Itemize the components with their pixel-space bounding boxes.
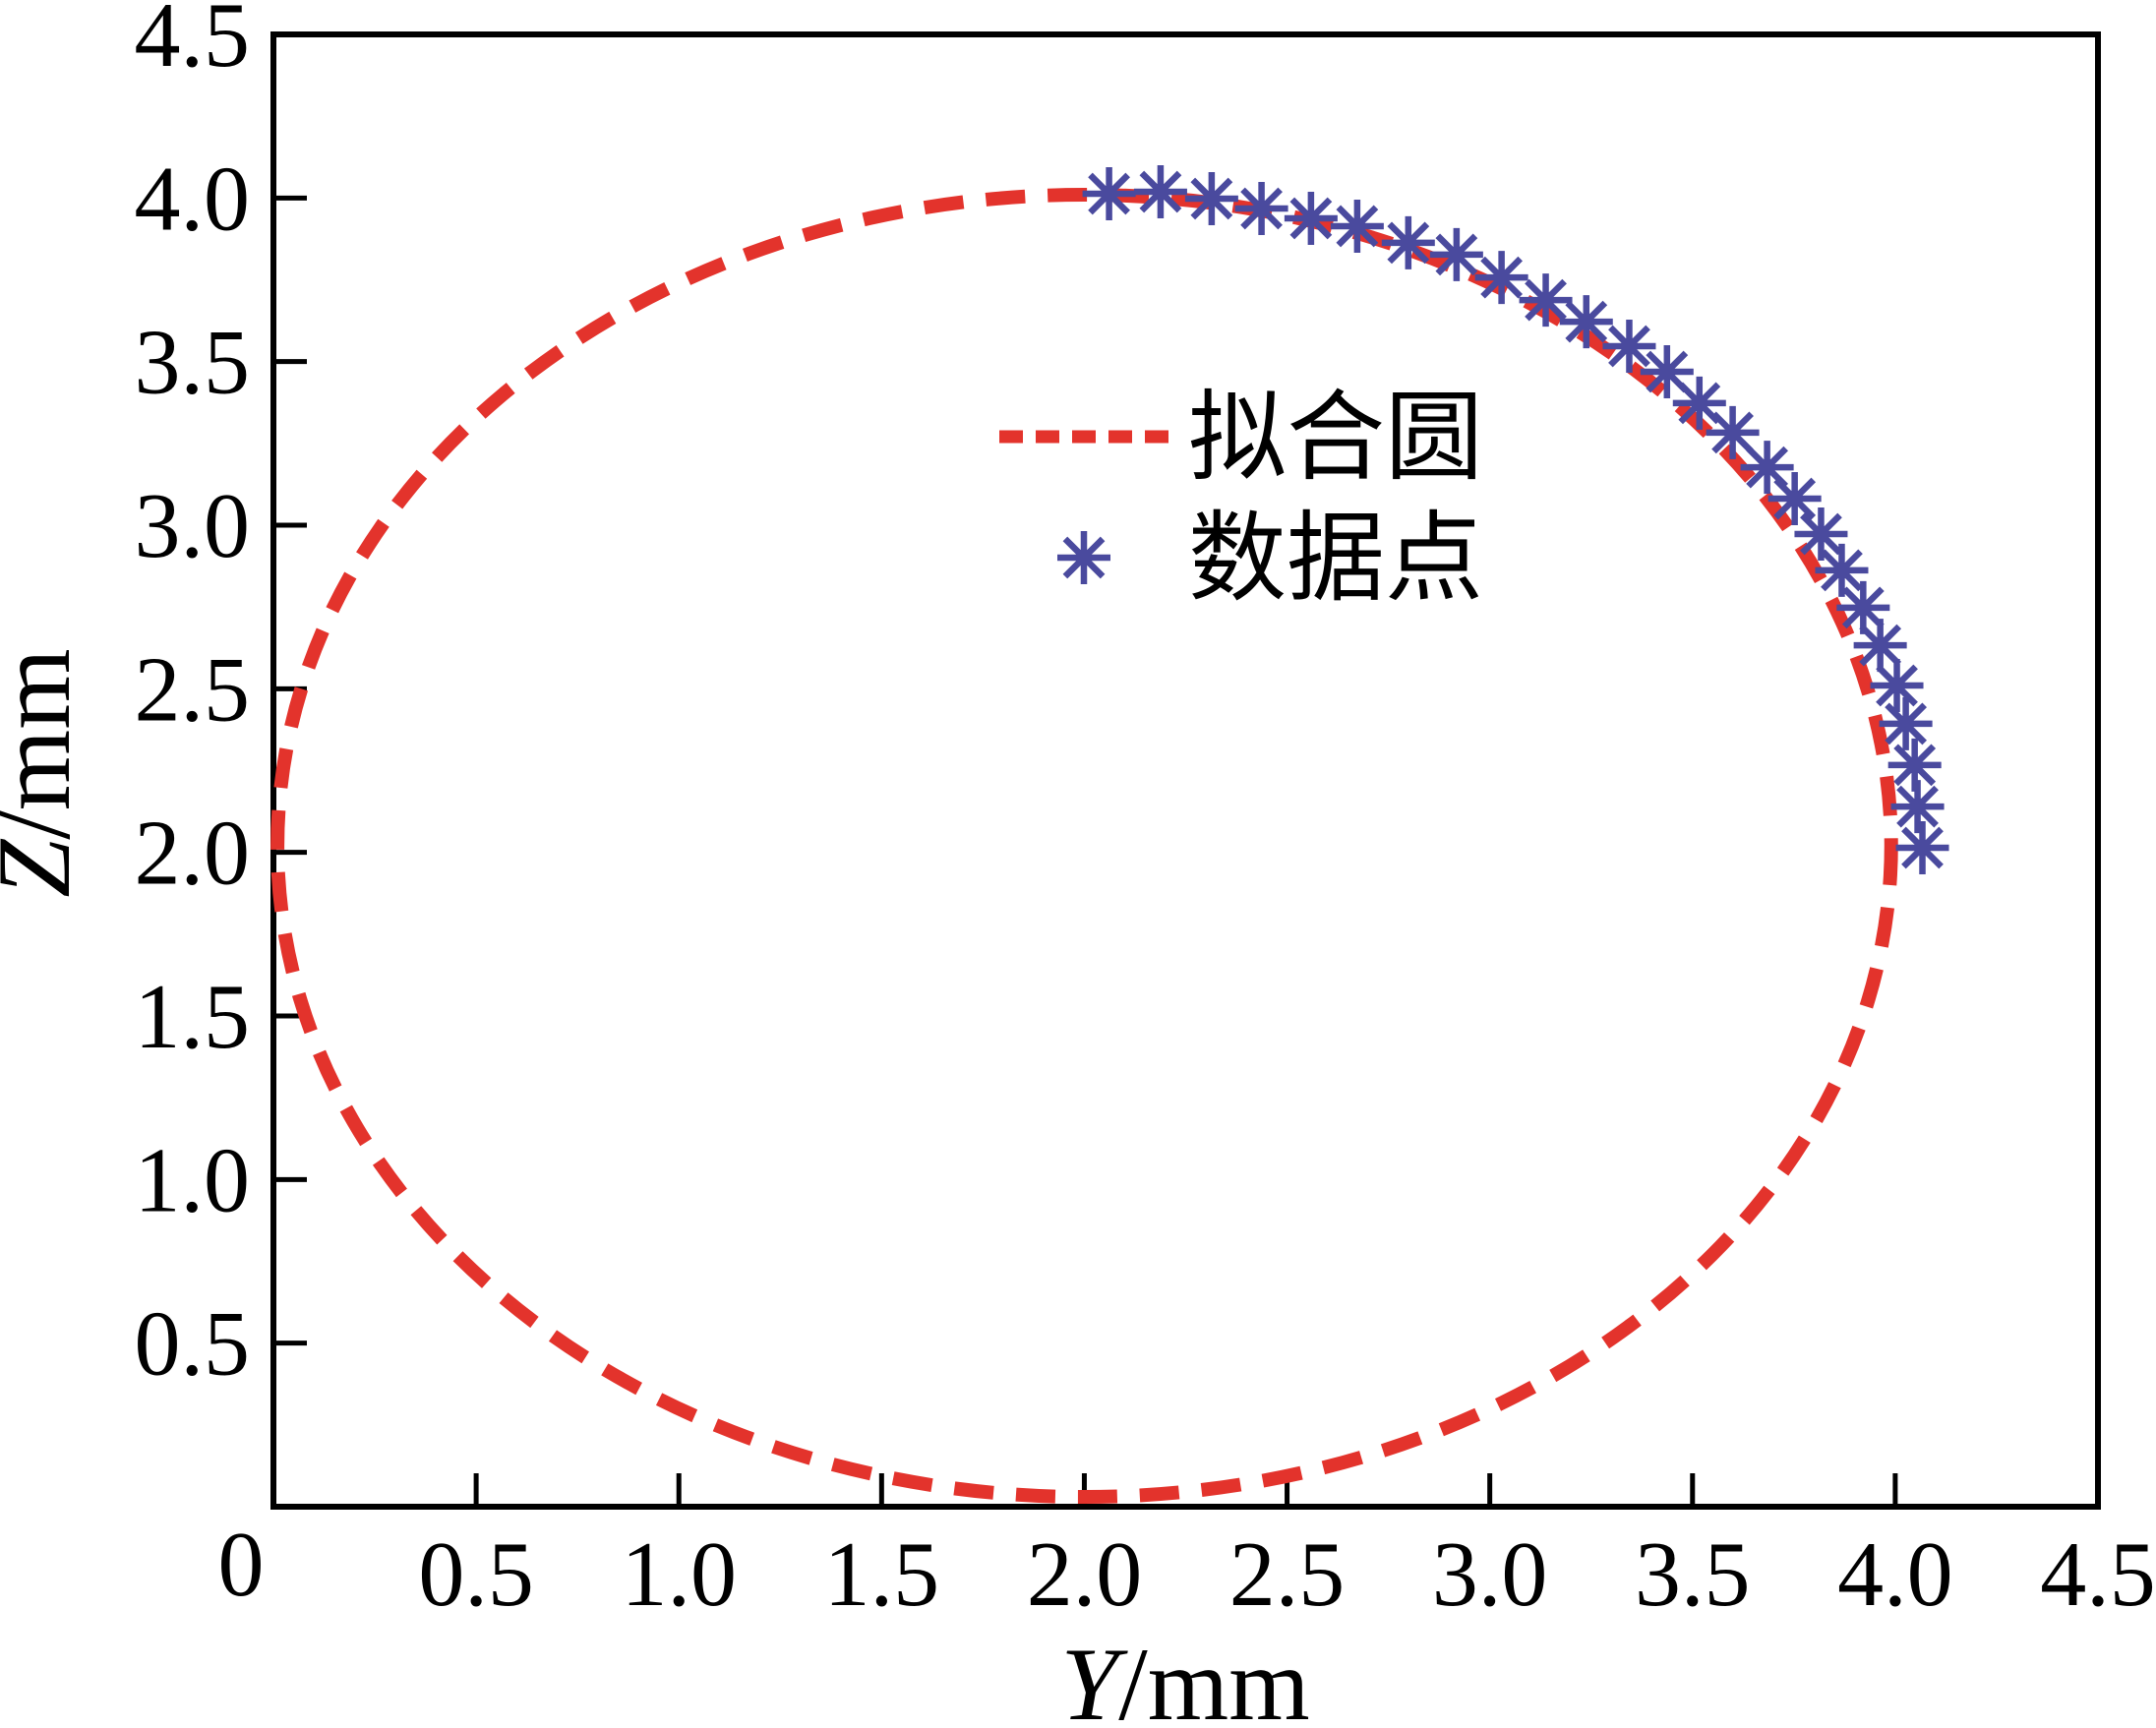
y-tick-label: 2.0 bbox=[135, 803, 251, 905]
y-tick-label: 2.5 bbox=[135, 638, 251, 741]
plot-series bbox=[270, 165, 1949, 1505]
x-tick-label: 4.5 bbox=[2040, 1523, 2156, 1626]
y-tick-label: 3.0 bbox=[135, 475, 251, 577]
data-point-markers bbox=[1082, 165, 1949, 875]
axis-ticks: 0.5 1.0 1.5 2.0 2.5 3.0 3.5 4.0 4.5 0.5 1.0 1.5 2.0 2… bbox=[135, 0, 2156, 1626]
x-axis-label-symbol: Y bbox=[1060, 1627, 1128, 1728]
x-axis-label-unit: /mm bbox=[1118, 1627, 1309, 1728]
legend-fitted-circle-label: 拟合圆 bbox=[1188, 384, 1483, 493]
legend-data-point-swatch bbox=[1057, 531, 1110, 584]
legend: 拟合圆 数据点 bbox=[999, 384, 1483, 614]
legend-data-point-label: 数据点 bbox=[1188, 505, 1483, 614]
y-tick-label: 0.5 bbox=[135, 1293, 251, 1396]
x-tick-label: 3.0 bbox=[1432, 1523, 1548, 1626]
y-axis-label-unit: /mm bbox=[0, 648, 91, 839]
x-tick-label: 3.5 bbox=[1635, 1523, 1751, 1626]
y-axis-label-symbol: Z bbox=[0, 839, 91, 898]
y-tick-label: 1.0 bbox=[135, 1129, 251, 1231]
x-tick-label: 1.5 bbox=[824, 1523, 940, 1626]
y-tick-label: 4.0 bbox=[135, 148, 251, 250]
x-tick-label: 1.0 bbox=[621, 1523, 737, 1626]
origin-tick-label: 0 bbox=[218, 1514, 265, 1616]
x-axis-label: Y/mm bbox=[1060, 1627, 1309, 1728]
x-tick-label: 4.0 bbox=[1837, 1523, 1953, 1626]
y-tick-label: 4.5 bbox=[135, 0, 251, 87]
y-axis-label: Z/mm bbox=[0, 648, 91, 897]
y-tick-label: 1.5 bbox=[135, 966, 251, 1068]
plot-frame bbox=[270, 31, 2101, 1510]
x-tick-label: 2.0 bbox=[1027, 1523, 1143, 1626]
y-tick-label: 3.5 bbox=[135, 312, 251, 414]
x-tick-label: 2.5 bbox=[1229, 1523, 1346, 1626]
x-tick-label: 0.5 bbox=[418, 1523, 534, 1626]
legend-asterisk-icon bbox=[1057, 531, 1110, 584]
